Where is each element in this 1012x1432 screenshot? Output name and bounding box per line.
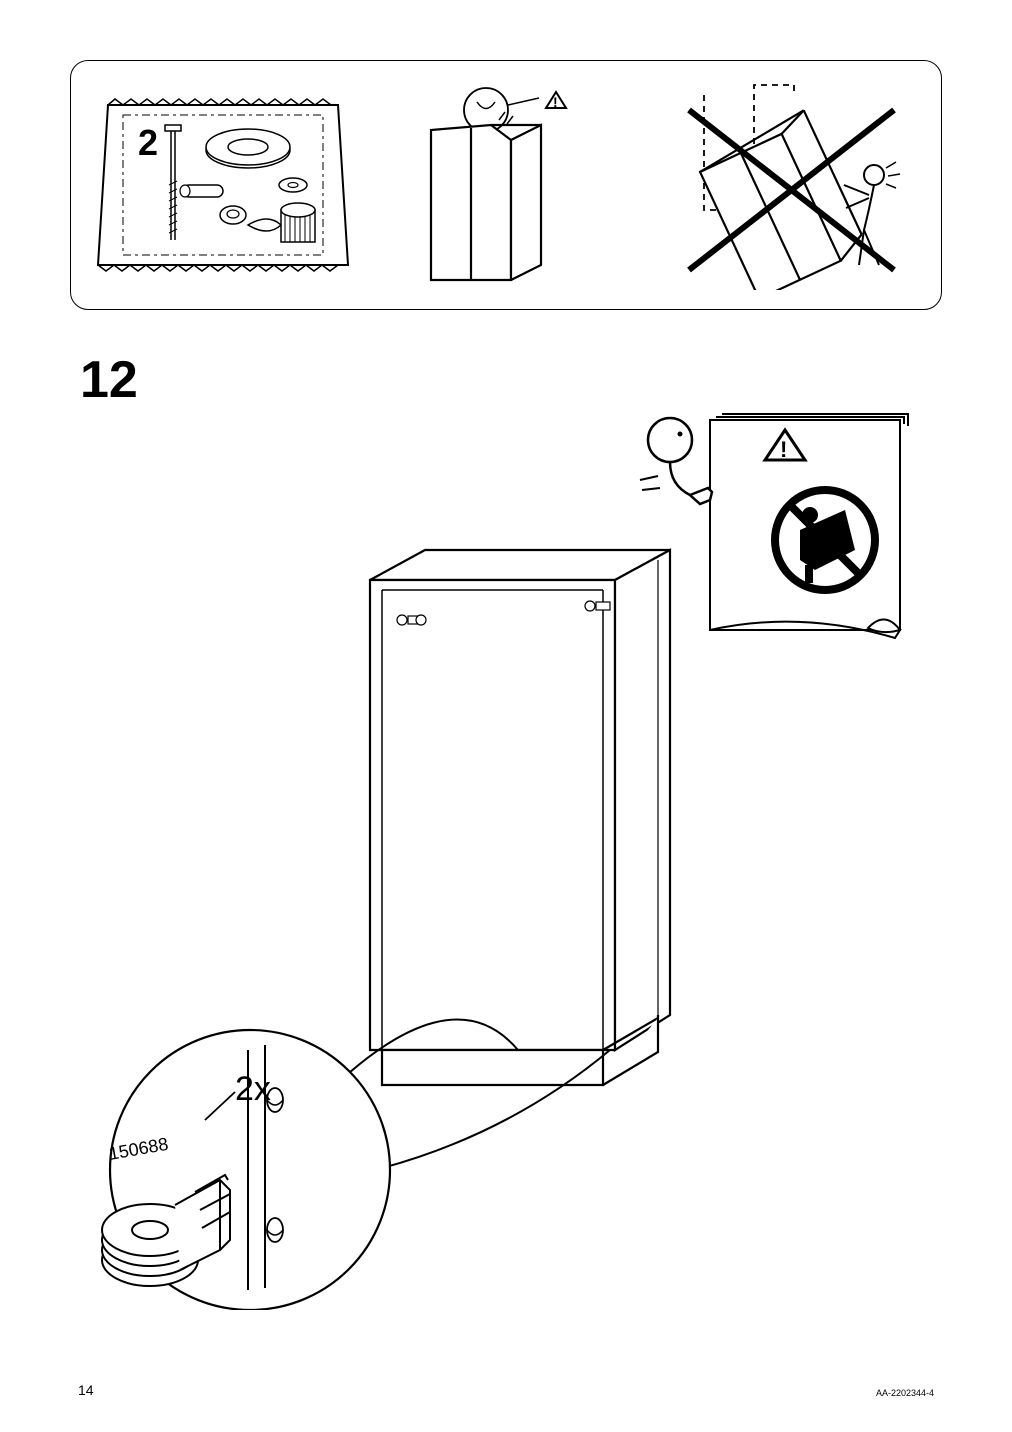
do-not-lift-illustration	[658, 71, 921, 299]
upright-furniture-illustration: !	[374, 71, 637, 299]
document-id: AA-2202344-4	[876, 1388, 934, 1398]
instruction-page: 2	[0, 0, 1012, 1432]
main-illustration-area: !	[70, 410, 942, 1330]
safety-booklet: !	[640, 414, 908, 638]
page-number: 14	[78, 1382, 94, 1398]
step-number: 12	[80, 350, 942, 410]
no-lift-svg	[664, 80, 914, 290]
svg-text:!: !	[553, 94, 558, 110]
upright-svg: !	[391, 80, 621, 290]
hardware-qty: 2x	[235, 1070, 271, 1108]
hardware-bag-illustration: 2	[91, 71, 354, 299]
bag-number-text: 2	[138, 122, 158, 163]
cabinet-illustration	[370, 550, 670, 1085]
bag-svg: 2	[93, 85, 353, 285]
top-info-panel: 2	[70, 60, 942, 310]
svg-text:!: !	[780, 437, 787, 462]
main-svg: !	[70, 410, 940, 1310]
